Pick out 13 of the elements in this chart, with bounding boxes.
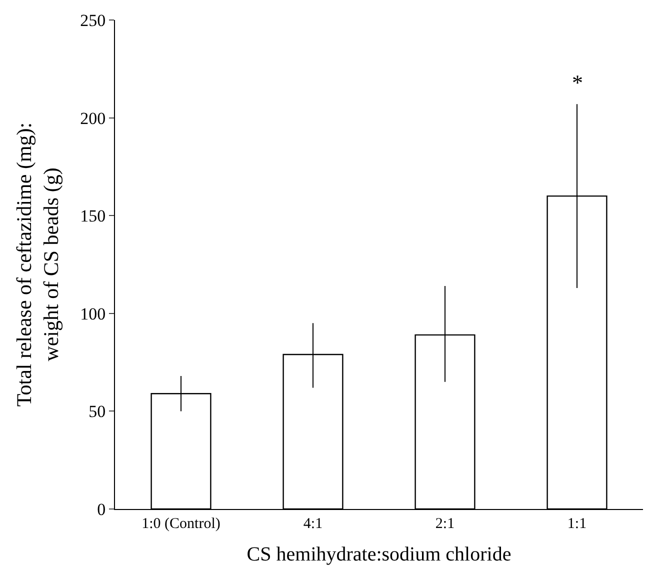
x-tick-label: 1:0 (Control) <box>142 516 220 532</box>
x-tick-label: 4:1 <box>303 516 323 532</box>
y-tick-label: 250 <box>80 10 106 30</box>
y-tick-label: 200 <box>80 108 106 128</box>
annotation: * <box>572 70 583 95</box>
y-axis-title: Total release of ceftazidime (mg): weight of CS beads (g) <box>12 122 64 407</box>
y-tick-label: 150 <box>80 206 106 226</box>
y-tick-label: 100 <box>80 304 106 324</box>
y-tick-label: 50 <box>88 402 106 422</box>
x-axis-title: CS hemihydrate:sodium chloride <box>246 544 512 566</box>
y-tick-label: 0 <box>97 500 106 519</box>
x-tick-label: 2:1 <box>435 516 455 532</box>
x-tick-label: 1:1 <box>567 516 587 532</box>
